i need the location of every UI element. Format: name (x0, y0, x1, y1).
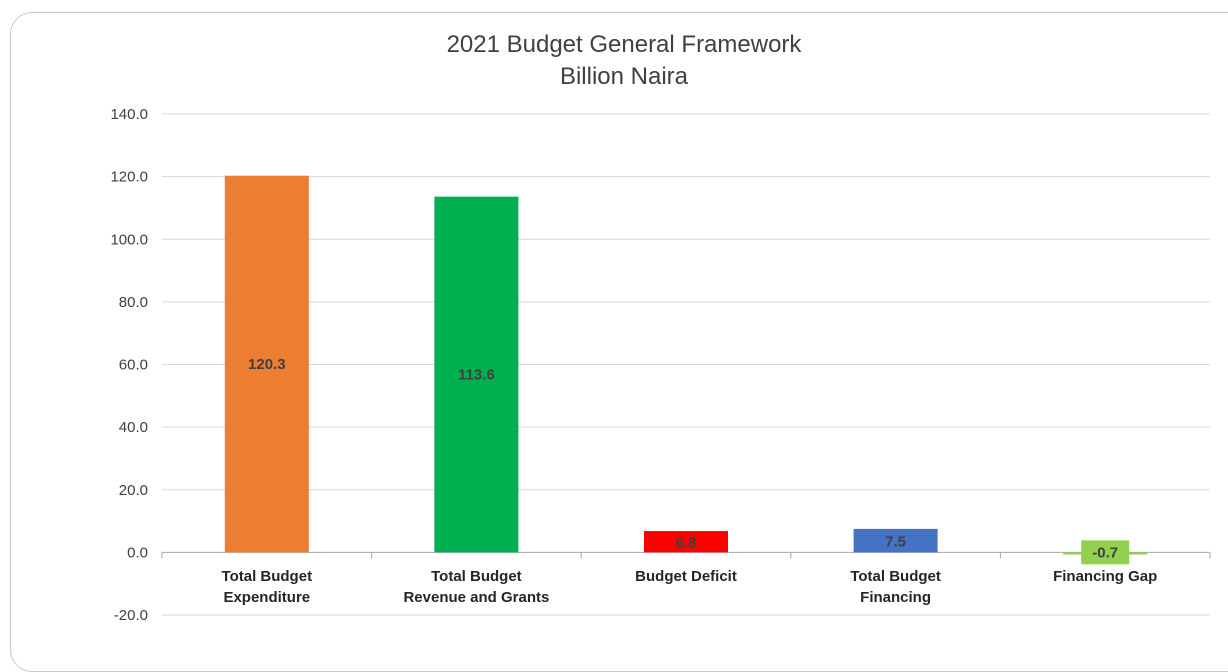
bar (853, 528, 938, 553)
x-category-label: Total Budget (222, 568, 313, 585)
y-tick-label: 140.0 (110, 106, 148, 123)
y-tick-label: 120.0 (110, 169, 148, 186)
data-label: -0.7 (1092, 544, 1118, 561)
x-category-label: Total Budget (431, 568, 522, 585)
x-category-label: Total Budget (850, 568, 941, 585)
y-tick-label: 0.0 (127, 544, 148, 561)
x-category-label: Budget Deficit (635, 568, 737, 585)
bar (434, 196, 519, 553)
y-tick-label: 80.0 (119, 294, 148, 311)
y-tick-label: 20.0 (119, 482, 148, 499)
chart-frame (10, 12, 1228, 672)
x-category-label: Expenditure (223, 589, 310, 606)
x-category-label: Financing Gap (1053, 568, 1157, 585)
bar (644, 531, 728, 553)
y-tick-label: 40.0 (119, 419, 148, 436)
chart-title: 2021 Budget General Framework (447, 31, 803, 58)
data-label: 113.6 (458, 367, 495, 384)
bar (224, 175, 309, 553)
data-label: 7.5 (885, 534, 906, 551)
data-label: 6.8 (676, 535, 697, 552)
bar-chart: 2021 Budget General Framework Billion Na… (110, 31, 1211, 624)
chart-subtitle: Billion Naira (560, 63, 689, 90)
data-label-box (1081, 540, 1130, 565)
x-category-label: Financing (860, 589, 931, 606)
x-category-label: Revenue and Grants (403, 589, 549, 606)
category-labels: Total Budget Expenditure Total Budget Reven… (222, 568, 1158, 606)
data-labels: 120.3 113.6 6.8 7.5 -0.7 (248, 356, 1130, 565)
y-tick-label: 60.0 (119, 357, 148, 374)
bars (224, 175, 1148, 555)
data-label: 120.3 (248, 356, 286, 373)
y-tick-label: 100.0 (110, 231, 148, 248)
gridlines: 140.0 120.0 100.0 80.0 60.0 40.0 20.0 0.0 -20.0 (110, 106, 1211, 624)
y-tick-label: -20.0 (114, 607, 148, 624)
